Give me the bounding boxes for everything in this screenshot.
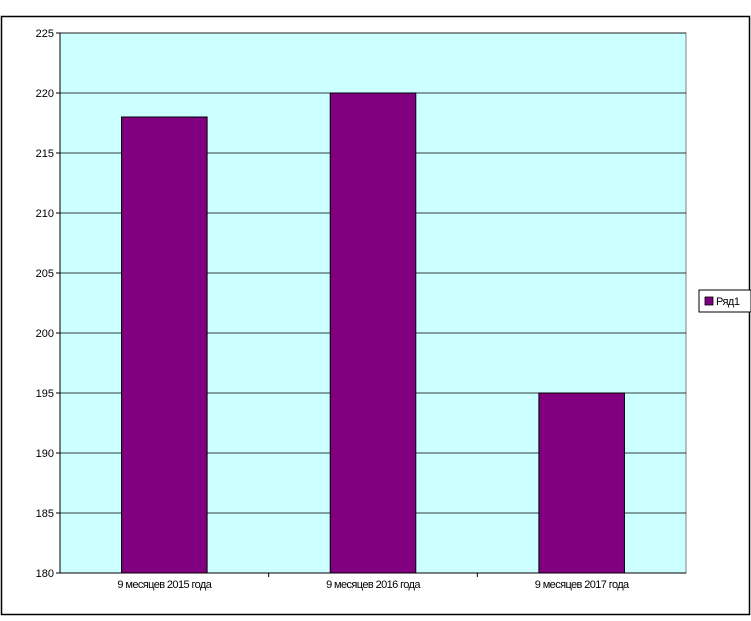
x-tick-label: 9 месяцев 2016 года	[326, 579, 421, 591]
legend-label: Ряд1	[716, 296, 740, 308]
x-tick-label: 9 месяцев 2017 года	[535, 579, 630, 591]
bar	[329, 92, 417, 574]
x-axis: 9 месяцев 2015 года 9 месяцев 2016 года 9 …	[60, 572, 686, 591]
y-tick-label: 195	[36, 388, 54, 400]
bar	[121, 116, 208, 574]
y-tick-label: 190	[36, 448, 54, 460]
y-tick-label: 225	[36, 28, 54, 40]
bars	[121, 92, 625, 574]
y-tick-label: 180	[36, 568, 54, 580]
y-tick-label: 210	[36, 208, 54, 220]
y-tick-label: 220	[36, 88, 54, 100]
legend-swatch	[704, 296, 714, 306]
legend: Ряд1	[698, 289, 751, 313]
legend-box	[698, 289, 751, 313]
y-tick-label: 185	[36, 508, 54, 520]
bar	[538, 392, 625, 574]
y-tick-label: 200	[36, 328, 54, 340]
y-axis: 180 185 190 195 200 205 210 215 220 225	[36, 28, 61, 580]
y-tick-label: 215	[36, 148, 54, 160]
x-tick-label: 9 месяцев 2015 года	[117, 579, 212, 591]
y-tick-label: 205	[36, 268, 54, 280]
